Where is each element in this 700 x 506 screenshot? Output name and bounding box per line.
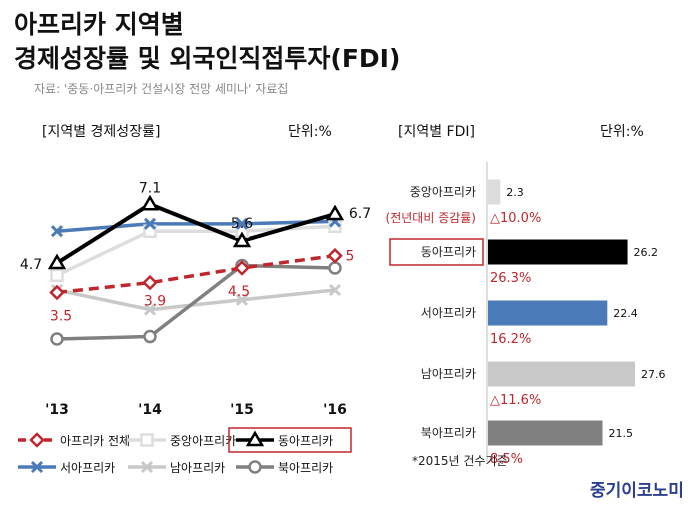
series-point	[234, 260, 250, 276]
legend-marker	[29, 432, 45, 448]
series-point	[328, 261, 342, 275]
series-point	[325, 204, 345, 221]
data-label: 5	[346, 249, 355, 265]
series-point	[327, 247, 343, 264]
series-point	[235, 217, 249, 230]
legend-label: 남아프리카	[170, 461, 225, 475]
change-label: 26.3%	[490, 271, 531, 286]
legend-label: 서아프리카	[60, 461, 115, 475]
bar-value-label: 26.2	[634, 246, 659, 259]
line-data-labels: 4.7 7.1 5.6 6.7 3.5 3.9 4.5 5	[20, 180, 371, 324]
category-label: 남아프리카	[421, 367, 476, 381]
bar	[488, 179, 501, 205]
source-note: 자료: '중동·아프리카 건설시장 전망 세미나' 자료집	[34, 82, 289, 96]
change-label: 16.2%	[490, 332, 531, 347]
series-point	[47, 253, 67, 270]
bar	[488, 239, 628, 265]
legend-marker	[248, 460, 262, 474]
series-line	[56, 253, 336, 295]
series-point	[143, 329, 157, 344]
legend-label: 아프리카 전체	[60, 434, 130, 448]
x-axis-ticks: '13 '14 '15 '16	[45, 402, 347, 418]
legend-label: 중앙아프리카	[170, 434, 236, 448]
bar-group: 2.3 중앙아프리카 △10.0% 26.2 동아프리카 26.3% 22.4 서아프리카 16…	[386, 162, 666, 467]
series-line	[55, 202, 336, 265]
bar	[488, 300, 608, 326]
series-point	[143, 217, 157, 230]
category-label: 동아프리카	[421, 245, 476, 259]
series-point	[50, 268, 64, 283]
series-point	[50, 225, 64, 238]
category-label: 중앙아프리카	[410, 185, 476, 199]
x-tick-label: '14	[138, 402, 162, 418]
title-line-1: 아프리카 지역별	[14, 10, 184, 39]
change-label: △10.0%	[490, 211, 541, 226]
legend-marker	[140, 460, 154, 474]
data-label: 3.5	[50, 308, 72, 324]
legend-label: 북아프리카	[278, 461, 333, 475]
series-point	[142, 274, 158, 291]
change-label: 8.5%	[490, 452, 523, 467]
data-label: 6.7	[349, 206, 371, 222]
line-series-group	[55, 202, 336, 341]
x-tick-label: '13	[45, 402, 69, 418]
line-panel-title: [지역별 경제성장률]	[42, 124, 161, 140]
title-line-2: 경제성장률 및 외국인직접투자(FDI)	[14, 44, 401, 73]
series-point	[328, 283, 342, 297]
series-point	[235, 293, 249, 306]
series-point	[232, 231, 252, 248]
category-label: 서아프리카	[421, 306, 476, 320]
x-tick-label: '15	[230, 402, 254, 418]
bar	[488, 420, 603, 446]
legend-marker	[140, 433, 154, 447]
bar-value-label: 27.6	[641, 368, 666, 381]
bar-value-label: 22.4	[613, 307, 638, 320]
series-line	[56, 288, 336, 312]
brand-logo: 중기이코노미	[590, 481, 684, 501]
legend-highlight-box	[228, 427, 352, 453]
data-label: 5.6	[231, 216, 253, 232]
bar-value-label: 2.3	[506, 186, 524, 199]
line-markers-group	[47, 194, 345, 346]
category-label: 북아프리카	[421, 426, 476, 440]
bar-panel-title: [지역별 FDI]	[398, 124, 475, 140]
legend-marker	[245, 430, 265, 447]
bar-panel-unit: 단위:%	[600, 124, 644, 140]
bar-value-label: 21.5	[609, 427, 634, 440]
chart-title: 아프리카 지역별 경제성장률 및 외국인직접투자(FDI)	[14, 8, 400, 76]
bar	[488, 361, 635, 387]
series-point	[50, 332, 64, 346]
line-panel-unit: 단위:%	[288, 124, 332, 140]
data-label: 7.1	[139, 180, 161, 196]
series-line	[56, 263, 336, 341]
change-label: △11.6%	[490, 393, 541, 408]
legend-label: 동아프리카	[278, 434, 333, 448]
series-point	[49, 284, 65, 301]
change-note: (전년대비 증감률)	[386, 211, 476, 225]
legend-marker	[30, 460, 44, 474]
footnote: *2015년 건수기준	[412, 454, 508, 468]
data-label: 3.9	[144, 294, 166, 310]
series-point	[140, 194, 160, 211]
series-point	[143, 303, 157, 316]
category-highlight-box	[389, 238, 484, 266]
x-tick-label: '16	[323, 402, 347, 418]
data-label: 4.5	[228, 284, 250, 300]
data-label: 4.7	[20, 257, 42, 273]
